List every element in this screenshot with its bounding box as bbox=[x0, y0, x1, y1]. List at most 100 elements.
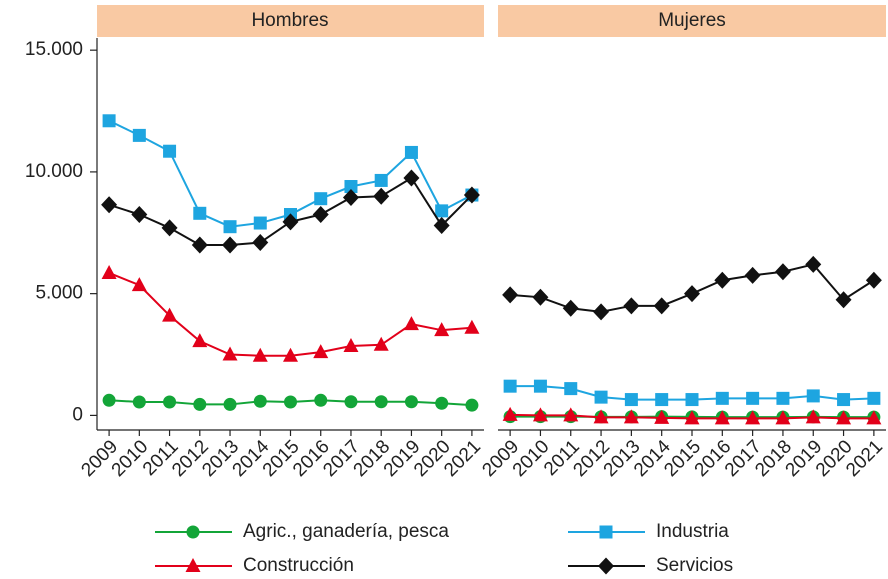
legend-label: Servicios bbox=[656, 555, 733, 576]
data-point bbox=[532, 288, 549, 306]
data-point bbox=[776, 391, 790, 405]
data-point bbox=[312, 206, 329, 224]
data-point bbox=[806, 389, 820, 403]
data-point bbox=[252, 234, 269, 252]
data-point bbox=[374, 395, 388, 409]
data-point bbox=[101, 264, 117, 279]
data-point bbox=[805, 409, 821, 424]
data-point bbox=[433, 216, 450, 234]
data-point bbox=[283, 347, 298, 362]
data-point bbox=[191, 236, 208, 254]
data-point bbox=[503, 379, 517, 393]
data-point bbox=[805, 255, 822, 273]
data-point bbox=[163, 395, 177, 409]
data-point bbox=[624, 393, 638, 407]
series-line bbox=[108, 272, 472, 357]
data-point bbox=[865, 271, 882, 289]
data-point bbox=[373, 336, 389, 351]
data-point bbox=[623, 409, 639, 424]
y-tick-label: 5.000 bbox=[35, 283, 83, 304]
data-point bbox=[593, 409, 609, 424]
data-point bbox=[532, 407, 548, 422]
data-point bbox=[314, 393, 328, 407]
data-point bbox=[685, 393, 699, 407]
panel-header bbox=[498, 5, 886, 37]
data-point bbox=[343, 338, 359, 352]
data-point bbox=[161, 219, 178, 237]
data-point bbox=[284, 395, 297, 409]
data-point bbox=[594, 390, 608, 404]
legend-marker bbox=[598, 557, 614, 575]
data-point bbox=[463, 186, 480, 204]
data-point bbox=[344, 395, 358, 409]
data-point bbox=[836, 410, 852, 425]
data-point bbox=[193, 206, 207, 220]
panel-title: Hombres bbox=[251, 10, 328, 31]
panel-header bbox=[97, 5, 484, 37]
data-point bbox=[132, 395, 146, 409]
data-point bbox=[342, 188, 359, 206]
data-point bbox=[404, 395, 418, 409]
legend-label: Agric., ganadería, pesca bbox=[243, 521, 449, 542]
data-point bbox=[344, 180, 358, 194]
data-point bbox=[102, 393, 116, 407]
data-point bbox=[745, 410, 761, 425]
data-point bbox=[192, 333, 208, 348]
data-point bbox=[373, 187, 390, 205]
data-point bbox=[715, 391, 729, 405]
data-point bbox=[502, 406, 518, 421]
data-point bbox=[775, 410, 791, 425]
legend-marker bbox=[186, 525, 200, 539]
data-point bbox=[623, 297, 640, 315]
data-point bbox=[313, 344, 329, 359]
data-point bbox=[563, 407, 579, 422]
data-point bbox=[102, 114, 116, 128]
data-point bbox=[222, 346, 238, 361]
data-point bbox=[867, 391, 881, 405]
data-point bbox=[774, 263, 791, 281]
data-point bbox=[131, 277, 147, 292]
data-point bbox=[653, 297, 670, 315]
legend-label: Industria bbox=[656, 521, 729, 542]
y-tick-label: 10.000 bbox=[25, 161, 83, 182]
data-point bbox=[131, 206, 148, 224]
data-point bbox=[435, 204, 449, 218]
data-point bbox=[564, 382, 578, 396]
data-point bbox=[502, 286, 519, 304]
legend-label: Construcción bbox=[243, 555, 354, 576]
data-point bbox=[837, 393, 851, 407]
data-point bbox=[403, 316, 419, 331]
data-point bbox=[866, 410, 882, 425]
data-point bbox=[562, 299, 579, 317]
data-point bbox=[282, 213, 299, 231]
data-point bbox=[253, 216, 267, 230]
panel-title: Mujeres bbox=[658, 10, 726, 31]
x-tick-label: 2021 bbox=[842, 436, 887, 481]
data-point bbox=[533, 379, 547, 393]
data-point bbox=[314, 192, 328, 206]
legend-marker bbox=[185, 558, 201, 572]
y-tick-label: 0 bbox=[72, 404, 83, 425]
data-point bbox=[403, 169, 420, 187]
data-point bbox=[163, 144, 177, 158]
data-point bbox=[746, 391, 760, 405]
data-point bbox=[404, 145, 418, 159]
data-point bbox=[714, 271, 731, 289]
data-point bbox=[223, 220, 237, 234]
data-point bbox=[593, 303, 610, 321]
x-tick-label: 2021 bbox=[440, 436, 485, 481]
data-point bbox=[714, 410, 730, 425]
data-point bbox=[835, 291, 852, 309]
data-point bbox=[655, 393, 669, 407]
data-point bbox=[684, 285, 700, 303]
data-point bbox=[193, 397, 207, 411]
data-point bbox=[223, 397, 237, 411]
data-point bbox=[222, 236, 239, 254]
data-point bbox=[252, 347, 268, 362]
data-point bbox=[684, 410, 700, 425]
y-tick-label: 15.000 bbox=[25, 39, 83, 60]
data-point bbox=[101, 196, 118, 214]
data-point bbox=[253, 394, 267, 408]
data-point bbox=[654, 409, 670, 424]
